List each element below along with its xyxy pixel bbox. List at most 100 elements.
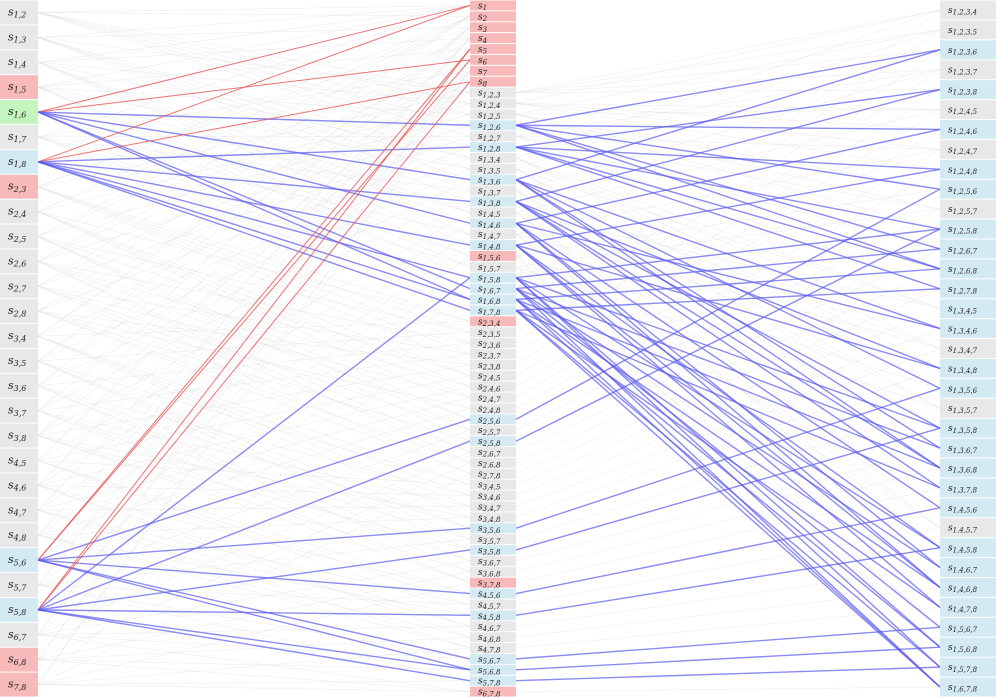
node-box (470, 643, 516, 653)
edge-blue (37, 161, 471, 246)
node-box (470, 65, 516, 76)
edge-gray (37, 286, 471, 398)
node-box (0, 423, 38, 448)
node-label: s1,3,7 (478, 186, 501, 197)
node-symbol: s (478, 567, 483, 577)
edge-gray (37, 136, 471, 311)
edge-blue (515, 298, 941, 648)
node-subscript: 2,5 (13, 235, 27, 244)
edge-blue (37, 161, 471, 203)
node-symbol: s (478, 12, 483, 22)
edge-gray (37, 37, 471, 486)
node-symbol: s (478, 110, 483, 120)
node-subscript: 4,6 (13, 484, 27, 493)
edge-gray (515, 587, 941, 638)
node-label: s1,4 (8, 55, 26, 69)
node-subscript: 1,5,6,8 (953, 646, 978, 654)
node-box (0, 548, 38, 573)
edge-gray (37, 462, 471, 660)
edge-gray (37, 37, 471, 212)
edge-gray (37, 211, 471, 322)
edge-gray (37, 342, 471, 387)
edge-gray (37, 485, 471, 496)
node-subscript: 6,7,8 (483, 690, 501, 697)
node-label: s1,2,4,5 (948, 105, 978, 116)
edge-blue (515, 88, 941, 148)
node-subscript: 1,3,5,6 (953, 387, 978, 395)
node-box (470, 240, 516, 250)
node-symbol: s (948, 304, 953, 314)
node-subscript: 1,3,6,8 (953, 467, 978, 475)
edge-gray (37, 136, 471, 289)
node-label: s1,3,4,5 (948, 304, 978, 315)
edge-blue (37, 111, 471, 181)
node-box (940, 538, 996, 558)
edge-gray (37, 360, 471, 485)
node-box (0, 149, 38, 174)
edge-gray (37, 37, 471, 170)
node-label: s1,5 (8, 80, 26, 94)
node-box (470, 174, 516, 185)
node-label: s1,3,6 (478, 175, 501, 186)
node-label: s3,4,8 (478, 513, 501, 524)
node-box (940, 478, 996, 498)
node-box (940, 657, 996, 677)
node-box (470, 512, 516, 523)
node-subscript: 1,3 (14, 36, 27, 45)
edge-gray (515, 487, 941, 583)
node-symbol: s (478, 676, 483, 686)
edge-gray (37, 310, 471, 474)
node-symbol: s (478, 600, 483, 610)
node-label: s6,8 (8, 653, 26, 667)
node-box (0, 100, 38, 124)
node-box (940, 80, 996, 100)
node-subscript: 1,2,3,4 (953, 9, 978, 17)
node-box (470, 152, 516, 163)
node-symbol: s (478, 447, 483, 457)
edge-gray (37, 236, 471, 376)
node-subscript: 5,7,8 (483, 679, 501, 687)
node-symbol: s (478, 77, 483, 87)
node-symbol: s (8, 379, 14, 392)
edge-gray (515, 255, 941, 509)
node-subscript: 1,2,4,7 (953, 148, 978, 156)
node-label: s1,3,5 (478, 164, 501, 175)
node-label: s3,8 (8, 429, 26, 443)
node-subscript: 2,4,7 (482, 396, 501, 404)
node-box (0, 622, 38, 647)
edge-gray (37, 16, 471, 262)
node-subscript: 1,5 (14, 85, 27, 94)
edge-gray (37, 410, 471, 583)
edge-gray (37, 460, 471, 616)
edge-blue (515, 298, 941, 589)
edge-gray (515, 266, 941, 528)
node-box (940, 518, 996, 538)
node-box (940, 319, 996, 339)
node-label: s2,4,7 (478, 393, 501, 404)
edge-gray (37, 485, 471, 627)
node-symbol: s (8, 454, 14, 467)
edge-gray (37, 385, 471, 572)
node-box (940, 159, 996, 179)
edge-red (37, 48, 471, 561)
node-subscript: 1,2 (14, 11, 27, 20)
node-box (940, 299, 996, 319)
edge-gray (37, 5, 471, 38)
edge-blue (515, 244, 941, 589)
edge-blue (515, 387, 941, 529)
node-box (940, 378, 996, 398)
edge-gray (37, 510, 471, 605)
edge-gray (37, 385, 471, 562)
node-label: s1,4,7,8 (948, 603, 978, 614)
node-symbol: s (478, 665, 483, 675)
node-label: s1,2,3 (478, 88, 501, 99)
node-box (470, 686, 516, 697)
edge-gray (515, 109, 941, 376)
edge-gray (37, 27, 471, 362)
node-label: s2,5,6 (478, 415, 501, 426)
edge-gray (37, 86, 471, 268)
node-symbol: s (8, 603, 14, 616)
node-label: s3,4,5 (478, 480, 501, 491)
edge-gray (515, 89, 941, 93)
edge-gray (37, 81, 471, 536)
